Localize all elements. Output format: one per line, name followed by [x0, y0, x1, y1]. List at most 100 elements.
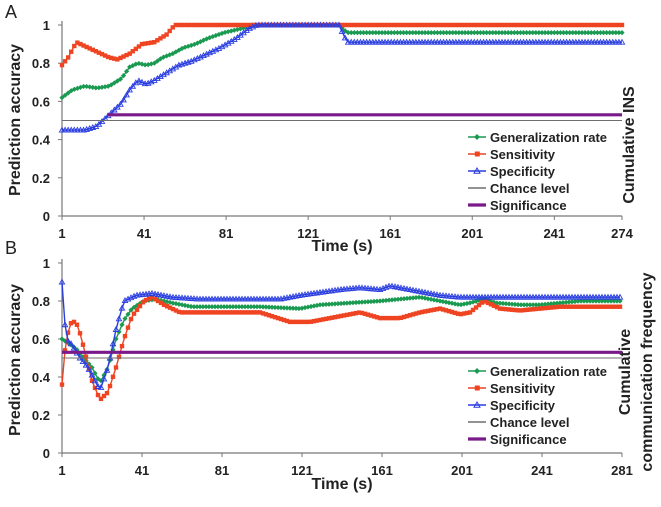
- data-point-diamond: [582, 30, 588, 36]
- data-point-square: [269, 314, 275, 319]
- data-point-diamond: [218, 304, 224, 310]
- data-point-square: [557, 304, 563, 309]
- data-point-diamond: [210, 33, 216, 40]
- data-point-triangle: [95, 120, 103, 127]
- data-point-square: [71, 319, 77, 325]
- data-point-diamond: [459, 30, 465, 36]
- data-point-square: [96, 50, 102, 55]
- data-point-diamond: [608, 298, 614, 304]
- data-point-triangle: [126, 86, 134, 93]
- y-tick-label: 0.8: [32, 56, 50, 71]
- data-point-diamond: [604, 30, 610, 36]
- data-point-square: [596, 304, 602, 309]
- data-point-diamond: [365, 299, 371, 305]
- data-point-square: [287, 319, 293, 325]
- data-point-square: [561, 22, 566, 28]
- data-point-diamond: [233, 304, 239, 310]
- data-point-diamond: [353, 299, 359, 306]
- data-point-square: [146, 296, 152, 301]
- data-point-square: [356, 310, 362, 315]
- data-point-diamond: [596, 298, 602, 304]
- data-point-diamond: [419, 30, 425, 36]
- data-point-square: [590, 304, 596, 309]
- x-tick-label: 41: [135, 463, 149, 478]
- data-point-square: [105, 54, 111, 60]
- data-point-triangle: [58, 278, 66, 285]
- data-point-square: [469, 22, 474, 28]
- data-point-triangle: [160, 292, 168, 299]
- data-point-triangle: [123, 91, 130, 98]
- data-point-square: [593, 304, 599, 309]
- data-point-square: [116, 354, 122, 360]
- data-point-diamond: [385, 30, 391, 36]
- data-point-square: [192, 22, 197, 28]
- data-point-diamond: [581, 298, 587, 304]
- data-point-square: [62, 348, 68, 353]
- data-point-square: [188, 310, 194, 315]
- data-point-diamond: [354, 30, 360, 36]
- data-point-diamond: [554, 300, 560, 306]
- data-point-square: [74, 322, 80, 327]
- data-point-square: [473, 305, 479, 310]
- data-point-diamond: [62, 338, 68, 344]
- data-point-diamond: [521, 302, 527, 308]
- data-point-square: [385, 22, 391, 28]
- data-point-diamond: [450, 30, 456, 36]
- data-point-square: [617, 304, 623, 309]
- panel-b: B 0 0.2 0.4 0.6 0.8 1 1 41 81 121 161 201 241 281 Time …: [5, 238, 656, 493]
- data-point-diamond: [335, 301, 341, 307]
- data-point-diamond: [320, 302, 326, 308]
- legend-marker: [473, 400, 481, 408]
- data-point-square: [428, 308, 434, 313]
- data-point-square: [133, 46, 139, 52]
- data-point-triangle: [67, 340, 75, 347]
- data-point-diamond: [158, 297, 164, 303]
- data-point-diamond: [251, 304, 257, 310]
- data-point-diamond: [254, 304, 260, 310]
- data-point-square: [441, 22, 446, 28]
- data-point-diamond: [590, 298, 596, 304]
- data-point-square: [257, 310, 263, 315]
- legend-entry: Specificity: [468, 164, 556, 179]
- data-point-square: [349, 22, 354, 28]
- data-point-square: [260, 311, 266, 316]
- data-point-diamond: [80, 83, 87, 90]
- data-point-diamond: [154, 58, 160, 64]
- legend-entry: Generalization rate: [468, 364, 607, 379]
- data-point-diamond: [518, 302, 524, 308]
- data-point-diamond: [557, 300, 563, 306]
- data-point-square: [373, 22, 379, 28]
- data-point-square: [170, 306, 176, 312]
- data-point-diamond: [345, 30, 351, 36]
- data-point-square: [161, 302, 167, 307]
- data-point-diamond: [142, 62, 148, 68]
- data-point-square: [266, 313, 272, 318]
- data-point-diamond: [225, 29, 231, 35]
- data-point-triangle: [135, 77, 143, 84]
- data-point-square: [552, 22, 557, 28]
- x-tick-label: 281: [611, 463, 633, 478]
- data-point-diamond: [197, 39, 204, 45]
- data-point-diamond: [548, 30, 554, 36]
- data-point-square: [380, 315, 386, 321]
- data-point-square: [497, 306, 503, 311]
- data-point-square: [107, 383, 113, 389]
- data-point-square: [95, 392, 101, 398]
- data-point-diamond: [471, 30, 477, 36]
- data-point-square: [367, 22, 372, 28]
- data-point-square: [530, 307, 536, 312]
- data-point-diamond: [257, 304, 263, 310]
- data-point-square: [149, 40, 154, 45]
- panel-label: A: [5, 2, 17, 22]
- data-point-diamond: [373, 30, 379, 36]
- data-point-square: [404, 22, 409, 28]
- data-point-diamond: [545, 30, 551, 36]
- x-tick-label: 121: [291, 463, 313, 478]
- data-point-triangle: [148, 289, 156, 296]
- data-point-diamond: [130, 62, 136, 69]
- data-point-diamond: [602, 298, 608, 304]
- data-point-triangle: [64, 337, 72, 344]
- data-point-triangle: [163, 292, 171, 299]
- data-point-square: [115, 57, 120, 62]
- data-point-triangle: [403, 285, 411, 292]
